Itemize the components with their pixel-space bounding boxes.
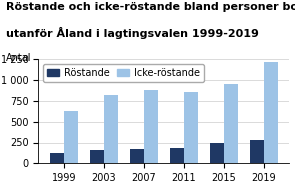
Bar	[144, 90, 158, 163]
Bar	[64, 111, 78, 163]
Bar	[264, 62, 278, 163]
Text: Antal: Antal	[6, 53, 31, 63]
Bar	[104, 95, 118, 163]
Legend: Röstande, Icke-röstande: Röstande, Icke-röstande	[43, 64, 204, 82]
Bar	[170, 147, 184, 163]
Text: Röstande och icke-röstande bland personer bosatta: Röstande och icke-röstande bland persone…	[6, 2, 295, 12]
Text: utanför Åland i lagtingsvalen 1999-2019: utanför Åland i lagtingsvalen 1999-2019	[6, 27, 259, 39]
Bar	[184, 92, 198, 163]
Bar	[250, 140, 264, 163]
Bar	[210, 143, 224, 163]
Bar	[50, 153, 64, 163]
Bar	[90, 150, 104, 163]
Bar	[224, 84, 238, 163]
Bar	[130, 149, 144, 163]
